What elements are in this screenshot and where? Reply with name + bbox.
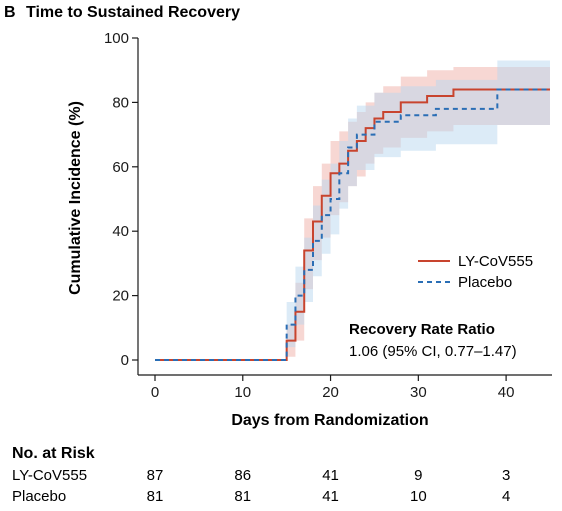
risk-cell-placebo-day-30: 10 xyxy=(410,488,427,505)
y-ticks: 0 20 40 60 80 100 xyxy=(104,30,138,369)
series-line-placebo xyxy=(155,88,550,361)
risk-table: No. at Risk LY-CoV555 Placebo 87 86 41 9 3 81… xyxy=(12,445,510,505)
y-tick-label-20: 20 xyxy=(112,288,129,305)
chart-title: Time to Sustained Recovery xyxy=(26,4,240,21)
y-tick-label-60: 60 xyxy=(112,159,129,176)
risk-cell-ly-cov555-day-20: 41 xyxy=(322,467,339,484)
risk-cell-ly-cov555-day-30: 9 xyxy=(414,467,422,484)
y-axis-label: Cumulative Incidence (%) xyxy=(67,101,84,295)
risk-cell-ly-cov555-day-10: 86 xyxy=(234,467,251,484)
legend-label-ly-cov555: LY-CoV555 xyxy=(458,253,533,270)
risk-cells: 87 86 41 9 3 81 81 41 10 4 xyxy=(147,467,511,505)
ratio-title: Recovery Rate Ratio xyxy=(349,321,495,338)
legend: LY-CoV555 Placebo xyxy=(418,253,533,291)
risk-cell-placebo-day-40: 4 xyxy=(502,488,510,505)
risk-cell-ly-cov555-day-40: 3 xyxy=(502,467,510,484)
x-tick-label-20: 20 xyxy=(322,384,339,401)
y-tick-label-80: 80 xyxy=(112,94,129,111)
panel-label: B xyxy=(4,4,16,21)
x-tick-label-40: 40 xyxy=(498,384,515,401)
series-lines xyxy=(155,88,550,361)
risk-cell-placebo-day-0: 81 xyxy=(147,488,164,505)
x-ticks: 0 10 20 30 40 xyxy=(151,375,515,401)
risk-row-label-ly-cov555: LY-CoV555 xyxy=(12,467,87,484)
ci-band-placebo xyxy=(155,60,550,360)
x-tick-label-30: 30 xyxy=(410,384,427,401)
y-tick-label-0: 0 xyxy=(121,352,129,369)
ci-bands xyxy=(155,60,550,360)
x-tick-label-10: 10 xyxy=(234,384,251,401)
risk-table-title: No. at Risk xyxy=(12,445,95,462)
ratio-value: 1.06 (95% CI, 0.77–1.47) xyxy=(349,343,517,360)
y-tick-label-100: 100 xyxy=(104,30,129,47)
legend-label-placebo: Placebo xyxy=(458,274,512,291)
risk-cell-placebo-day-20: 41 xyxy=(322,488,339,505)
risk-cell-placebo-day-10: 81 xyxy=(234,488,251,505)
y-tick-label-40: 40 xyxy=(112,223,129,240)
risk-row-label-placebo: Placebo xyxy=(12,488,66,505)
x-axis-label: Days from Randomization xyxy=(231,412,428,429)
risk-cell-ly-cov555-day-0: 87 xyxy=(147,467,164,484)
x-tick-label-0: 0 xyxy=(151,384,159,401)
